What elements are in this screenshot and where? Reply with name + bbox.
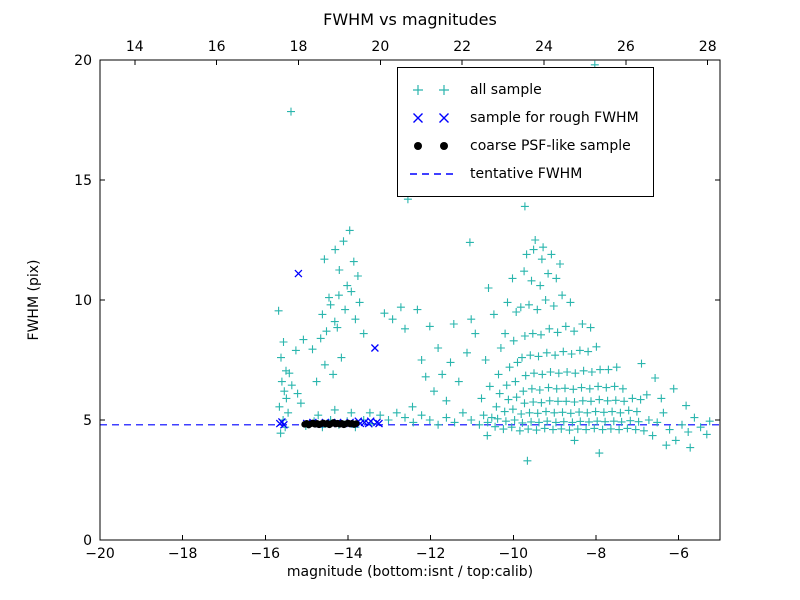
svg-text:−10: −10 xyxy=(499,546,529,562)
svg-text:−8: −8 xyxy=(586,546,607,562)
legend: all sample sample for rough FWHM coarse … xyxy=(397,67,654,197)
svg-text:24: 24 xyxy=(535,39,553,55)
chart-title: FWHM vs magnitudes xyxy=(323,10,497,29)
dashed-line-icon xyxy=(410,173,454,175)
svg-text:20: 20 xyxy=(371,39,389,55)
svg-text:5: 5 xyxy=(83,413,92,429)
svg-text:0: 0 xyxy=(83,533,92,549)
legend-item-all-sample: all sample xyxy=(408,76,639,104)
svg-text:16: 16 xyxy=(208,39,226,55)
legend-label: tentative FWHM xyxy=(470,166,583,182)
svg-text:−12: −12 xyxy=(416,546,446,562)
plus-marker-icon xyxy=(413,85,449,95)
legend-label: sample for rough FWHM xyxy=(470,110,639,126)
svg-text:18: 18 xyxy=(290,39,308,55)
svg-text:20: 20 xyxy=(74,53,92,69)
y-axis-label: FWHM (pix) xyxy=(26,259,42,341)
legend-item-tentative-fwhm: tentative FWHM xyxy=(408,160,639,188)
svg-text:10: 10 xyxy=(74,293,92,309)
dot-marker-icon xyxy=(414,142,448,150)
svg-text:−14: −14 xyxy=(333,546,363,562)
svg-text:14: 14 xyxy=(126,39,144,55)
x-marker-icon xyxy=(413,113,449,123)
svg-text:−18: −18 xyxy=(168,546,198,562)
svg-text:22: 22 xyxy=(453,39,471,55)
svg-text:26: 26 xyxy=(617,39,635,55)
legend-item-rough-fwhm: sample for rough FWHM xyxy=(408,104,639,132)
svg-text:15: 15 xyxy=(74,173,92,189)
legend-label: all sample xyxy=(470,82,542,98)
legend-item-psf-sample: coarse PSF-like sample xyxy=(408,132,639,160)
svg-text:−20: −20 xyxy=(85,546,115,562)
svg-text:−6: −6 xyxy=(668,546,689,562)
svg-text:−16: −16 xyxy=(251,546,281,562)
legend-label: coarse PSF-like sample xyxy=(470,138,631,154)
svg-text:28: 28 xyxy=(699,39,717,55)
x-axis-label: magnitude (bottom:isnt / top:calib) xyxy=(286,564,534,580)
